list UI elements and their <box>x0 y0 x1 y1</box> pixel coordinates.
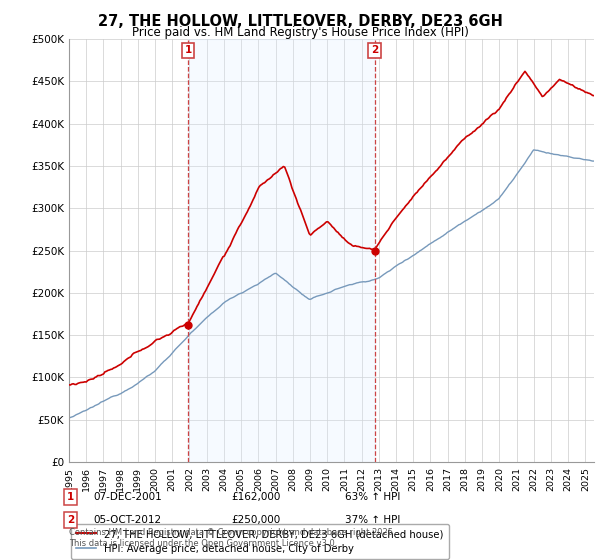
Bar <box>188 39 374 462</box>
Text: £250,000: £250,000 <box>231 515 280 525</box>
Text: Contains HM Land Registry data © Crown copyright and database right 2025.
This d: Contains HM Land Registry data © Crown c… <box>69 528 395 548</box>
Text: 07-DEC-2001: 07-DEC-2001 <box>93 492 162 502</box>
Text: 1: 1 <box>184 45 192 55</box>
Text: 27, THE HOLLOW, LITTLEOVER, DERBY, DE23 6GH: 27, THE HOLLOW, LITTLEOVER, DERBY, DE23 … <box>98 14 502 29</box>
Text: 2: 2 <box>371 45 378 55</box>
Text: £162,000: £162,000 <box>231 492 280 502</box>
Text: 63% ↑ HPI: 63% ↑ HPI <box>345 492 400 502</box>
Text: 2: 2 <box>67 515 74 525</box>
Text: Price paid vs. HM Land Registry's House Price Index (HPI): Price paid vs. HM Land Registry's House … <box>131 26 469 39</box>
Text: 1: 1 <box>67 492 74 502</box>
Legend: 27, THE HOLLOW, LITTLEOVER, DERBY, DE23 6GH (detached house), HPI: Average price: 27, THE HOLLOW, LITTLEOVER, DERBY, DE23 … <box>71 524 449 559</box>
Text: 05-OCT-2012: 05-OCT-2012 <box>93 515 161 525</box>
Text: 37% ↑ HPI: 37% ↑ HPI <box>345 515 400 525</box>
